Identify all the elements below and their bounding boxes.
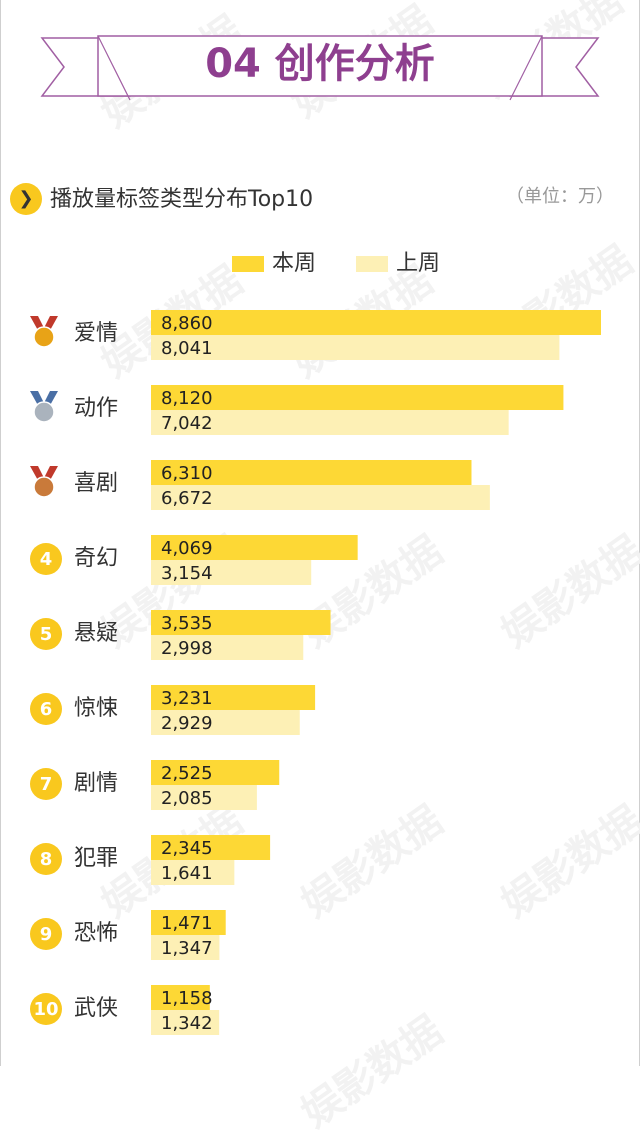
bar-chart: 爱情 8,860 8,041 动作 8,120 7,042 喜剧 6,310 6,672 4 奇幻 4…: [30, 310, 601, 1035]
section-banner: [40, 30, 600, 110]
bar-current-week: [151, 310, 601, 335]
data-label: 3,535: [161, 613, 213, 634]
category-label: 动作: [74, 396, 118, 421]
bar-current-week: [151, 835, 271, 860]
chart-subtitle: 播放量标签类型分布Top10: [50, 187, 314, 212]
data-label: 1,158: [161, 988, 213, 1009]
rank-number: 8: [40, 849, 53, 870]
bar-current-week: [151, 985, 210, 1010]
bar-previous-week: [151, 635, 304, 660]
ribbon-icon: [40, 35, 600, 101]
bar-current-week: [151, 460, 472, 485]
data-label: 2,085: [161, 788, 213, 809]
data-label: 8,041: [161, 338, 213, 359]
bar-previous-week: [151, 560, 312, 585]
medal-silver-icon: [33, 401, 55, 423]
bar-previous-week: [151, 335, 560, 360]
bar-previous-week: [151, 860, 235, 885]
data-label: 8,860: [161, 313, 213, 334]
rank-number: 6: [40, 699, 53, 720]
data-label: 3,231: [161, 688, 213, 709]
data-label: 6,310: [161, 463, 213, 484]
category-label: 犯罪: [74, 846, 118, 871]
legend-swatch-previous: [356, 256, 388, 272]
legend-swatch-current: [232, 256, 264, 272]
left-border: [0, 0, 1, 1066]
medal-ribbon-icon: [30, 466, 58, 484]
category-label: 武侠: [74, 996, 118, 1021]
data-label: 1,347: [161, 938, 213, 959]
data-label: 1,471: [161, 913, 213, 934]
bar-previous-week: [151, 410, 509, 435]
data-label: 2,998: [161, 638, 213, 659]
chevron-right-icon: ❯: [10, 183, 42, 215]
bar-previous-week: [151, 1010, 220, 1035]
data-label: 1,641: [161, 863, 213, 884]
rank-badge: [30, 918, 62, 950]
bar-current-week: [151, 385, 564, 410]
rank-badge: [30, 993, 62, 1025]
bar-previous-week: [151, 785, 257, 810]
rank-number: 9: [40, 924, 53, 945]
rank-number: 7: [40, 774, 53, 795]
category-label: 喜剧: [74, 471, 118, 496]
rank-number: 10: [33, 999, 58, 1020]
rank-number: 5: [40, 624, 53, 645]
bar-previous-week: [151, 485, 490, 510]
medal-gold-icon: [33, 326, 55, 348]
legend-label-previous: 上周: [396, 251, 441, 276]
data-label: 6,672: [161, 488, 213, 509]
data-label: 2,345: [161, 838, 213, 859]
category-label: 剧情: [74, 771, 118, 796]
category-label: 爱情: [74, 321, 118, 346]
bar-current-week: [151, 910, 226, 935]
rank-number: 4: [40, 549, 53, 570]
category-label: 奇幻: [74, 546, 118, 571]
medal-ribbon-icon: [30, 391, 58, 409]
data-label: 2,525: [161, 763, 213, 784]
rank-badge: [30, 693, 62, 725]
category-label: 惊悚: [74, 696, 118, 721]
rank-badge: [30, 768, 62, 800]
bar-current-week: [151, 610, 331, 635]
data-label: 3,154: [161, 563, 213, 584]
rank-badge: [30, 618, 62, 650]
rank-badge: [30, 543, 62, 575]
page-title: 04 创作分析: [205, 41, 435, 87]
data-label: 8,120: [161, 388, 213, 409]
medal-ribbon-icon: [30, 316, 58, 334]
data-label: 1,342: [161, 1013, 213, 1034]
medal-bronze-icon: [33, 476, 55, 498]
bar-current-week: [151, 535, 358, 560]
category-label: 恐怖: [74, 921, 118, 946]
bar-current-week: [151, 760, 280, 785]
bar-previous-week: [151, 710, 300, 735]
bar-previous-week: [151, 935, 220, 960]
category-label: 悬疑: [74, 621, 118, 646]
data-label: 2,929: [161, 713, 213, 734]
bar-current-week: [151, 685, 316, 710]
data-label: 4,069: [161, 538, 213, 559]
legend-label-current: 本周: [272, 251, 317, 276]
unit-label: （单位：万）: [506, 186, 614, 207]
rank-badge: [30, 843, 62, 875]
data-label: 7,042: [161, 413, 213, 434]
